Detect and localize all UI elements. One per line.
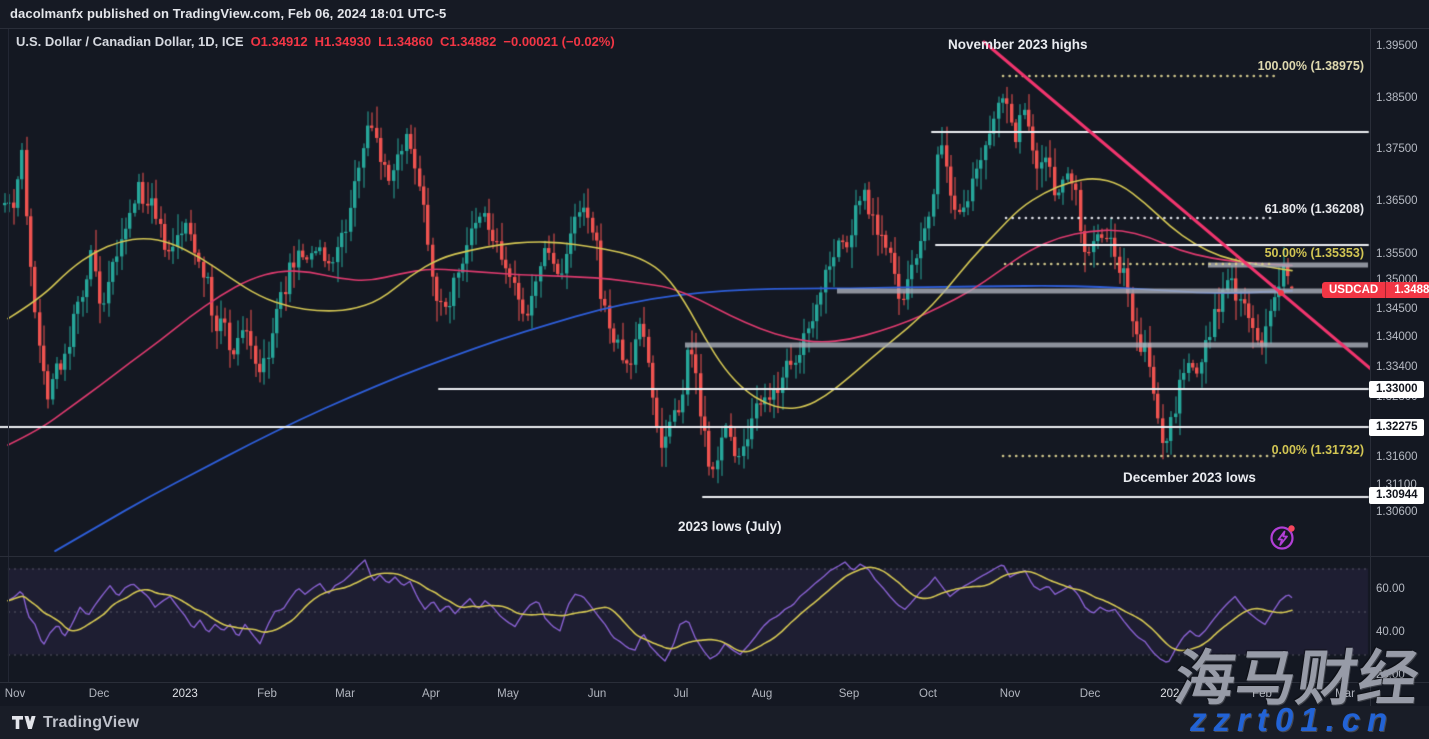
ohlc-low: L1.34860	[378, 34, 433, 49]
ohlc-change: −0.00021 (−0.02%)	[503, 34, 615, 49]
ohlc-open: O1.34912	[250, 34, 308, 49]
time-tick-Dec: Dec	[88, 688, 110, 700]
time-tick-Dec: Dec	[1079, 688, 1101, 700]
last-price-badge: USDCAD 1.34882	[1322, 282, 1429, 298]
price-tick-1.34500: 1.34500	[1376, 303, 1418, 315]
time-tick-Mar: Mar	[335, 688, 355, 700]
time-tick-Feb: Feb	[1252, 688, 1272, 700]
fib-label-0.00: 0.00% (1.31732)	[1271, 443, 1364, 457]
watermark-site-url: zzrt01.cn	[1190, 701, 1395, 738]
badge-divider	[1385, 282, 1387, 298]
fib-label-61.80: 61.80% (1.36208)	[1264, 202, 1364, 216]
rsi-tick-40.00: 40.00	[1376, 626, 1405, 638]
price-axis-border	[1370, 28, 1371, 706]
price-tick-1.38500: 1.38500	[1376, 92, 1418, 104]
time-tick-Jul: Jul	[673, 688, 689, 700]
price-tick-1.35500: 1.35500	[1376, 248, 1418, 260]
symbol-title: U.S. Dollar / Canadian Dollar, 1D, ICE	[16, 34, 244, 49]
time-tick-Apr: Apr	[422, 688, 440, 700]
annotation-december-lows: December 2023 lows	[1123, 470, 1256, 485]
fib-label-50.00: 50.00% (1.35353)	[1264, 246, 1364, 260]
rsi-tick-20.00: 20.00	[1376, 669, 1405, 681]
time-tick-Sep: Sep	[838, 688, 860, 700]
attribution-text: dacolmanfx published on TradingView.com,…	[10, 6, 447, 21]
plot-left-border	[8, 28, 9, 682]
time-tick-Oct: Oct	[919, 688, 937, 700]
price-tick-1.33400: 1.33400	[1376, 361, 1418, 373]
time-tick-Aug: Aug	[751, 688, 773, 700]
annotation-july-lows: 2023 lows (July)	[678, 519, 782, 534]
level-badge-1.32275: 1.32275	[1369, 418, 1424, 436]
footer-bar: TradingView	[0, 706, 1429, 739]
last-price-value: 1.34882	[1394, 284, 1429, 296]
time-tick-Jun: Jun	[587, 688, 607, 700]
last-price-symbol: USDCAD	[1329, 284, 1379, 296]
time-axis-border	[0, 682, 1429, 683]
price-tick-1.31600: 1.31600	[1376, 451, 1418, 463]
symbol-header[interactable]: U.S. Dollar / Canadian Dollar, 1D, ICE O1…	[16, 34, 615, 49]
ohlc-high: H1.34930	[314, 34, 372, 49]
level-badge-1.33000: 1.33000	[1369, 380, 1424, 398]
tradingview-logo-icon	[12, 716, 36, 729]
time-tick-Feb: Feb	[257, 688, 277, 700]
tradingview-logo-text: TradingView	[43, 714, 140, 731]
ohlc-close: C1.34882	[440, 34, 497, 49]
price-tick-1.36500: 1.36500	[1376, 195, 1418, 207]
tradingview-logo-link[interactable]: TradingView	[12, 714, 139, 732]
attribution-bar: dacolmanfx published on TradingView.com,…	[0, 0, 1429, 29]
fib-label-100.00: 100.00% (1.38975)	[1257, 59, 1364, 73]
boost-button[interactable]	[1267, 521, 1299, 553]
level-badge-1.30944: 1.30944	[1369, 486, 1424, 504]
price-tick-1.37500: 1.37500	[1376, 143, 1418, 155]
time-tick-2024: 2024	[1160, 688, 1186, 700]
price-tick-1.30600: 1.30600	[1376, 506, 1418, 518]
price-tick-1.39500: 1.39500	[1376, 40, 1418, 52]
pane-separator[interactable]	[0, 556, 1429, 557]
time-tick-Nov: Nov	[4, 688, 26, 700]
annotation-november-highs: November 2023 highs	[948, 37, 1088, 52]
time-tick-Mar: Mar	[1335, 688, 1355, 700]
time-tick-2023: 2023	[172, 688, 198, 700]
notification-dot	[1288, 525, 1295, 532]
rsi-tick-60.00: 60.00	[1376, 583, 1405, 595]
time-tick-May: May	[497, 688, 519, 700]
time-tick-Nov: Nov	[999, 688, 1021, 700]
price-tick-1.34000: 1.34000	[1376, 331, 1418, 343]
lightning-icon	[1270, 525, 1295, 550]
